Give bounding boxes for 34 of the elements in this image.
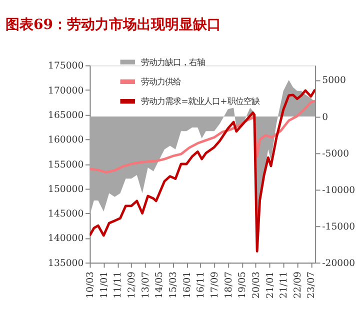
x-tick-label: 13/07 (140, 271, 152, 298)
y-tick-label: 145000 (48, 208, 84, 220)
x-tick-label: 18/07 (223, 271, 234, 298)
x-tick-label: 16/11 (196, 272, 207, 298)
y-tick-label: 160000 (48, 134, 84, 146)
x-tick-label: 17/09 (210, 271, 221, 298)
y-tick-label: 155000 (48, 159, 84, 170)
y2-tick-label: -5000 (322, 148, 350, 160)
y2-tick-label: -20000 (322, 258, 356, 269)
x-tick-label: 15/03 (168, 271, 179, 298)
x-tick-label: 16/01 (182, 272, 193, 298)
x-tick-label: 20/03 (250, 271, 262, 298)
y-tick-label: 175000 (48, 60, 84, 72)
x-tick-label: 19/05 (237, 271, 248, 298)
legend-label: 劳动力缺口，右轴 (141, 56, 206, 67)
x-tick-label: 23/07 (306, 271, 318, 298)
x-tick-label: 12/09 (126, 271, 138, 298)
chart-title: 图表69：劳动力市场出现明显缺口 (5, 16, 221, 33)
y2-tick-label: -10000 (322, 184, 356, 196)
x-tick-label: 22/09 (292, 271, 304, 298)
y2-tick-label: 0 (322, 112, 328, 123)
x-tick-label: 14/05 (154, 271, 166, 298)
x-tick-label: 21/01 (264, 272, 276, 298)
y-tick-label: 150000 (48, 184, 84, 195)
x-tick-label: 10/03 (85, 271, 96, 298)
x-tick-label: 11/11 (112, 272, 124, 298)
y-tick-label: 165000 (48, 110, 84, 121)
y2-tick-label: 5000 (322, 75, 346, 86)
x-tick-label: 11/01 (98, 272, 110, 298)
y-tick-label: 170000 (48, 85, 84, 96)
x-tick-label: 21/11 (278, 272, 290, 298)
y-tick-label: 140000 (48, 233, 84, 244)
y-tick-label: 135000 (48, 258, 84, 269)
y2-tick-label: -15000 (322, 221, 356, 232)
